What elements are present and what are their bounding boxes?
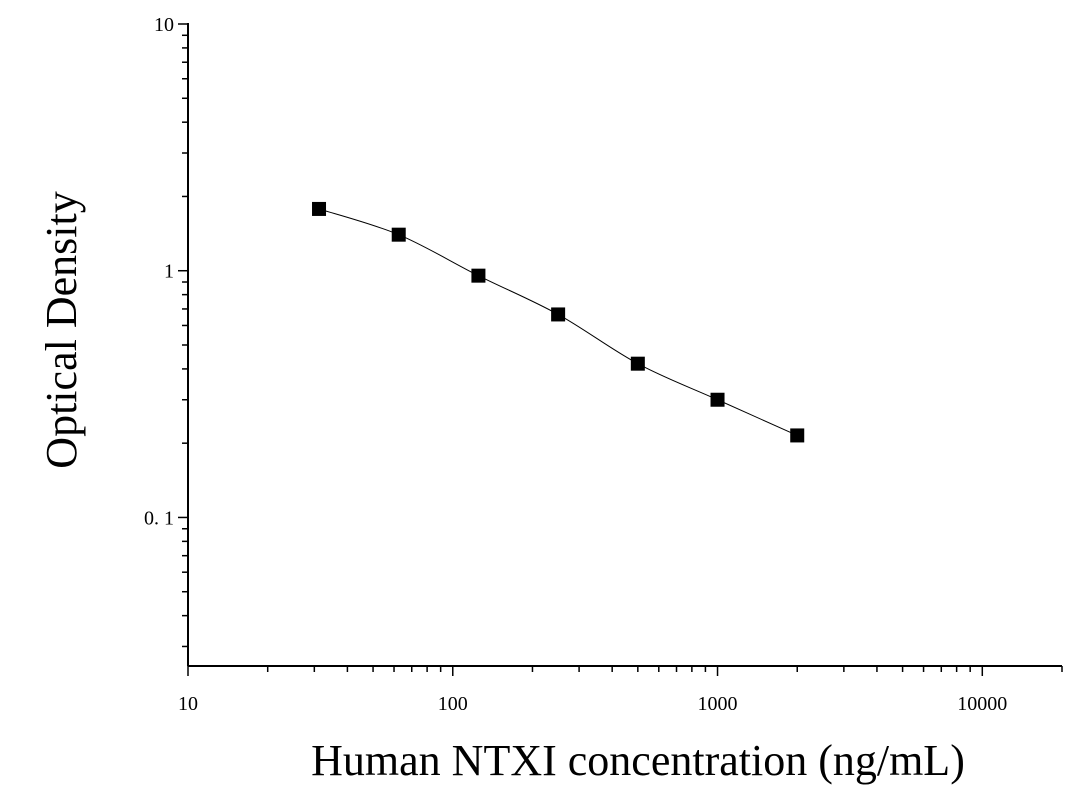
data-point bbox=[790, 428, 805, 443]
fit-curve bbox=[318, 208, 798, 436]
x-tick-label: 10000 bbox=[957, 693, 1007, 715]
data-point bbox=[551, 307, 566, 322]
y-tick-label: 1 bbox=[164, 261, 174, 283]
data-point bbox=[710, 392, 725, 407]
ticks: 0. 1 1 10 10 100 1000 10000 bbox=[144, 14, 1063, 715]
data-points bbox=[312, 201, 805, 443]
data-point bbox=[391, 227, 406, 242]
axes bbox=[187, 23, 1062, 667]
y-tick-label: 10 bbox=[154, 14, 174, 36]
x-tick-label: 100 bbox=[438, 693, 468, 715]
y-tick-label: 0. 1 bbox=[144, 507, 174, 529]
x-tick-label: 10 bbox=[178, 693, 198, 715]
fit-curve-group bbox=[318, 208, 798, 436]
data-point bbox=[471, 268, 486, 283]
x-axis-title: Human NTXI concentration (ng/mL) bbox=[311, 736, 965, 785]
x-tick-label: 1000 bbox=[698, 693, 738, 715]
data-point bbox=[630, 356, 645, 371]
data-point bbox=[312, 201, 327, 216]
y-axis-title: Optical Density bbox=[37, 191, 86, 468]
